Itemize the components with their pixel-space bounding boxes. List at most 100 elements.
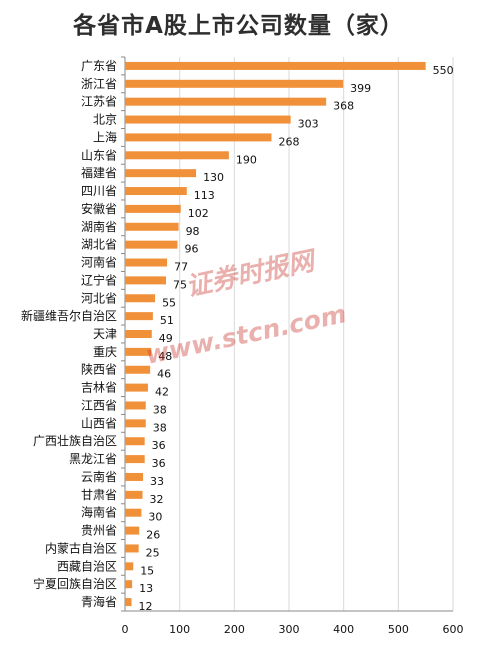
x-tick-label: 200 [224,623,245,636]
category-label: 辽宁省 [81,272,117,287]
bar [125,312,153,321]
bar [125,240,178,249]
bar [125,187,187,196]
category-label: 天津 [93,327,117,341]
bar [125,472,144,481]
value-label: 303 [298,118,319,131]
value-label: 38 [153,421,167,434]
value-label: 190 [236,153,257,166]
bar [125,115,291,124]
watermark-text: 证券时报网 [183,246,320,303]
x-tick-label: 0 [122,623,129,636]
value-label: 26 [146,529,160,542]
gridlines [121,56,454,612]
bar [125,276,166,285]
watermark-url: www.stcn.com [143,299,349,370]
category-label: 甘肃省 [81,488,117,502]
bar [125,258,168,267]
value-label: 42 [155,386,169,399]
bar [125,97,327,106]
bar [125,383,148,392]
bar [125,61,426,70]
bar [125,169,197,178]
x-tick-label: 300 [279,623,300,636]
value-label: 32 [149,493,163,506]
bar [125,133,272,142]
value-label: 46 [157,368,171,381]
value-label: 49 [159,332,173,345]
bar [125,490,143,499]
category-label: 江苏省 [81,95,117,109]
value-label: 12 [139,600,153,613]
category-label: 重庆 [93,345,117,359]
bar [125,598,132,607]
category-label: 安徽省 [81,201,117,216]
value-label: 368 [333,100,354,113]
category-label: 四川省 [81,184,117,198]
category-label: 黑龙江省 [69,452,117,466]
category-label: 江西省 [81,398,117,412]
value-label: 33 [150,475,164,488]
bar [125,419,146,428]
category-label: 湖南省 [81,219,117,234]
value-label: 77 [174,261,188,274]
category-label: 吉林省 [81,381,117,395]
bar [125,365,151,374]
value-label: 51 [160,314,174,327]
bar [125,401,146,410]
bar [125,204,181,213]
category-label: 福建省 [81,165,117,180]
bar [125,508,142,517]
bar [125,79,344,88]
x-tick-label: 600 [443,623,464,636]
category-label: 北京 [93,113,117,127]
bar [125,455,145,464]
bar [125,330,152,338]
category-label: 河南省 [81,255,117,270]
value-label: 102 [188,207,209,220]
category-label: 湖北省 [81,237,117,252]
x-tick-label: 100 [169,623,190,636]
value-label: 268 [279,135,300,148]
bar [125,562,134,571]
bar [125,580,133,589]
category-label: 山西省 [81,416,117,430]
value-label: 98 [186,225,200,238]
value-label: 25 [146,546,160,559]
value-label: 113 [194,189,215,202]
category-label: 广西壮族自治区 [33,434,117,448]
value-label: 75 [173,278,187,291]
category-label: 西藏自治区 [57,559,117,573]
category-label: 山东省 [81,148,117,162]
category-label: 上海 [93,129,117,144]
bar [125,222,179,231]
bar [125,526,140,535]
value-label: 48 [158,350,172,363]
value-label: 38 [153,403,167,416]
category-label: 河北省 [81,291,117,305]
chart-title: 各省市A股上市公司数量（家） [73,13,404,39]
value-label: 399 [350,82,371,95]
value-label: 15 [140,564,154,577]
value-label: 55 [162,296,176,309]
value-label: 30 [148,511,162,524]
value-label: 13 [139,582,153,595]
labels: 0 100 200 300 400 500 600 广东省 550 浙江省 399 江苏省 368 北京 3… [21,59,464,636]
category-label: 贵州省 [81,524,117,538]
value-label: 550 [433,64,454,77]
x-tick-label: 500 [388,623,409,636]
bar [125,544,139,553]
category-label: 海南省 [81,505,117,520]
category-label: 浙江省 [81,77,117,91]
bar [125,347,152,356]
value-label: 36 [152,457,166,470]
category-label: 广东省 [81,59,117,73]
bar [125,437,145,446]
category-label: 新疆维吾尔自治区 [21,308,117,323]
category-label: 宁夏回族自治区 [33,576,117,591]
bar [125,294,156,303]
value-label: 130 [203,171,224,184]
category-label: 青海省 [81,594,117,609]
x-tick-label: 400 [333,623,354,636]
